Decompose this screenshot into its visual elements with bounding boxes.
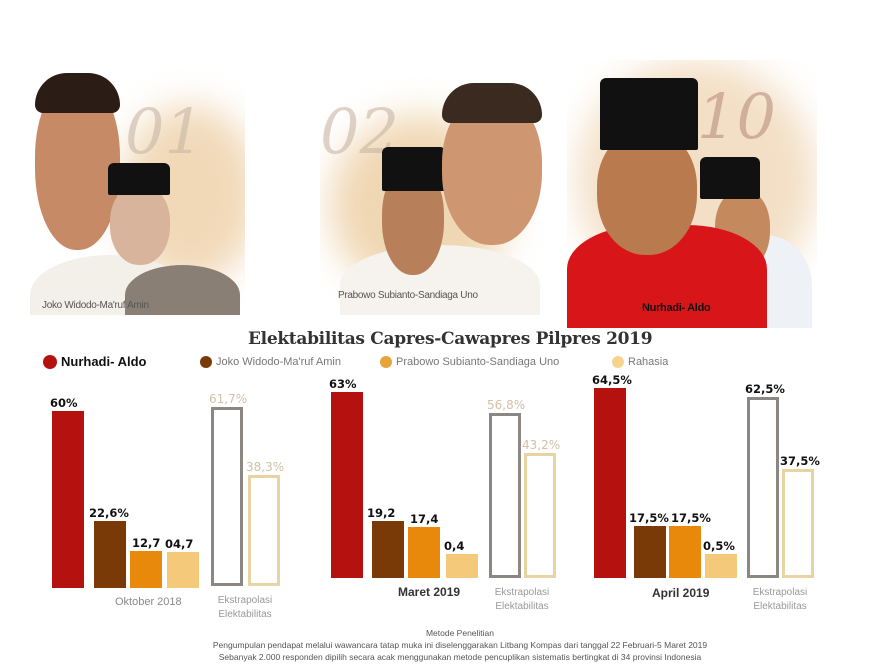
data-label: 64,5% bbox=[592, 372, 632, 387]
extrapolation-category-label: Ekstrapolasi Elektabilitas bbox=[494, 587, 550, 612]
legend-swatch bbox=[200, 356, 212, 368]
bar-0-0 bbox=[52, 411, 84, 588]
data-label: 19,2 bbox=[367, 506, 396, 521]
legend-item-prabowo-sandiaga: Prabowo Subianto-Sandiaga Uno bbox=[380, 355, 559, 369]
bar-2-2 bbox=[669, 526, 701, 578]
bar-1-3 bbox=[446, 554, 478, 578]
data-label: 17,4 bbox=[410, 511, 439, 526]
bar-1-1 bbox=[372, 521, 404, 578]
photo-prabowo-sandiaga: 02 Prabowo Subianto-Sandiaga Uno bbox=[320, 75, 545, 315]
data-label: 04,7 bbox=[165, 537, 194, 552]
extrapolation-label: 37,5% bbox=[780, 454, 820, 469]
extrapolation-label: 38,3% bbox=[246, 459, 285, 474]
legend-label: Joko Widodo-Ma'ruf Amin bbox=[216, 356, 341, 368]
chart-title: Elektabilitas Capres-Cawapres Pilpres 20… bbox=[248, 329, 653, 349]
bar-1-0 bbox=[331, 392, 363, 578]
category-label: Oktober 2018 bbox=[115, 596, 182, 608]
legend-item-rahasia: Rahasia bbox=[612, 355, 668, 369]
category-label: Maret 2019 bbox=[398, 585, 461, 599]
extrapolation-label: 62,5% bbox=[745, 381, 785, 396]
legend-swatch bbox=[380, 356, 392, 368]
pair1-label: Joko Widodo-Ma'ruf Amin bbox=[42, 300, 149, 311]
data-label: 60% bbox=[50, 396, 78, 410]
footer-heading: Metode Penelitian bbox=[425, 628, 495, 638]
extrapolation-bar-2-0 bbox=[747, 396, 779, 578]
data-label: 63% bbox=[329, 377, 357, 392]
data-label: 12,7 bbox=[132, 535, 161, 550]
legend-label: Nurhadi- Aldo bbox=[61, 354, 147, 369]
extrapolation-label: 43,2% bbox=[522, 437, 561, 452]
extrapolation-bar-0-0 bbox=[211, 407, 243, 586]
candidate-number: 01 bbox=[125, 95, 204, 168]
legend-swatch bbox=[612, 356, 624, 368]
legend-item-nurhadi-aldo: Nurhadi- Aldo bbox=[43, 355, 146, 369]
extrapolation-label: 61,7% bbox=[209, 392, 248, 407]
bar-2-3 bbox=[705, 554, 737, 578]
legend-label: Prabowo Subianto-Sandiaga Uno bbox=[396, 356, 560, 368]
photo-jokowi-maruf: 01 Joko Widodo-Ma'ruf Amin bbox=[30, 65, 245, 315]
bar-2-1 bbox=[634, 526, 666, 578]
extrapolation-category-label: Ekstrapolasi Elektabilitas bbox=[752, 587, 808, 612]
candidate-number: 10 bbox=[697, 80, 776, 153]
photo-nurhadi-aldo: 10 Nurhadi- Aldo bbox=[567, 60, 817, 328]
bar-0-2 bbox=[130, 550, 162, 588]
legend-swatch bbox=[43, 355, 57, 369]
pair2-label: Prabowo Subianto-Sandiaga Uno bbox=[338, 290, 478, 301]
pair3-label: Nurhadi- Aldo bbox=[642, 302, 711, 314]
data-label: 0,5% bbox=[703, 539, 735, 553]
footer-line-1: Pengumpulan pendapat melalui wawancara t… bbox=[212, 640, 708, 650]
data-label: 22,6% bbox=[89, 506, 129, 521]
data-label: 0,4 bbox=[444, 539, 465, 553]
extrapolation-label: 56,8% bbox=[487, 398, 526, 413]
legend-item-jokowi-maruf: Joko Widodo-Ma'ruf Amin bbox=[200, 355, 341, 369]
extrapolation-bar-1-0 bbox=[489, 413, 521, 578]
footer-line-2: Sebanyak 2.000 responden dipilih secara … bbox=[218, 652, 702, 662]
extrapolation-bar-1-1 bbox=[524, 452, 556, 578]
bar-1-2 bbox=[408, 526, 440, 578]
bar-2-0 bbox=[594, 387, 626, 578]
bar-0-3 bbox=[167, 552, 199, 588]
extrapolation-bar-2-1 bbox=[782, 469, 814, 578]
legend-label: Rahasia bbox=[628, 356, 669, 368]
bar-0-1 bbox=[94, 521, 126, 588]
extrapolation-category-label: Ekstrapolasi Elektabilitas bbox=[217, 595, 273, 620]
category-label: April 2019 bbox=[652, 586, 710, 600]
data-label: 17,5% bbox=[629, 511, 669, 526]
data-label: 17,5% bbox=[671, 511, 711, 526]
extrapolation-bar-0-1 bbox=[248, 474, 280, 586]
